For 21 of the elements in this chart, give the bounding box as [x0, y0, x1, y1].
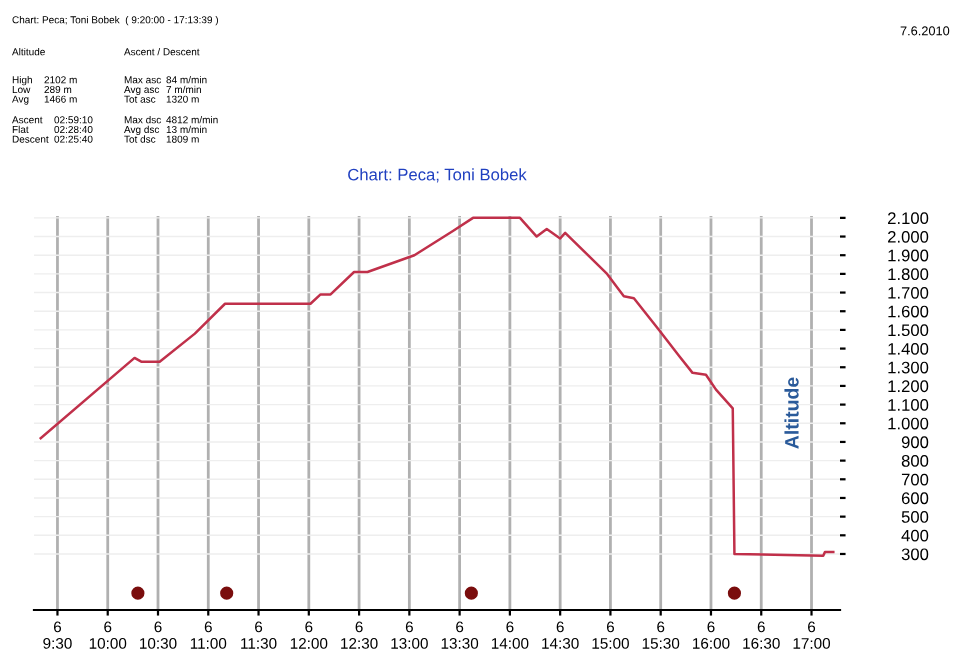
y-tick-label: 1.600	[888, 305, 929, 318]
y-tick-label: 1.900	[888, 249, 929, 262]
y-tick-label: 700	[901, 473, 929, 486]
chart-title: Chart: Peca; Toni Bobek	[348, 168, 527, 183]
y-tick-label: 500	[901, 511, 929, 523]
y-tick-label: 1.500	[888, 324, 929, 337]
y-tick-label: 400	[901, 529, 929, 542]
y-tick-label: 1.800	[888, 268, 929, 281]
y-tick-label: 1.200	[888, 380, 929, 393]
y-tick-label: 2.100	[888, 212, 929, 225]
y-tick-label: 900	[901, 436, 929, 449]
y-tick-label: 1.300	[888, 361, 929, 374]
y-tick-label: 1.100	[888, 399, 929, 411]
y-tick-label: 1.700	[888, 286, 929, 299]
y-tick-label: 1.000	[888, 417, 929, 430]
y-tick-label: 600	[901, 492, 929, 505]
y-tick-label: 300	[901, 548, 929, 561]
y-tick-label: 800	[901, 455, 929, 467]
y-tick-label: 1.400	[888, 342, 929, 355]
y-axis-title: Altitude	[784, 377, 799, 449]
y-tick-label: 2.000	[888, 230, 929, 243]
